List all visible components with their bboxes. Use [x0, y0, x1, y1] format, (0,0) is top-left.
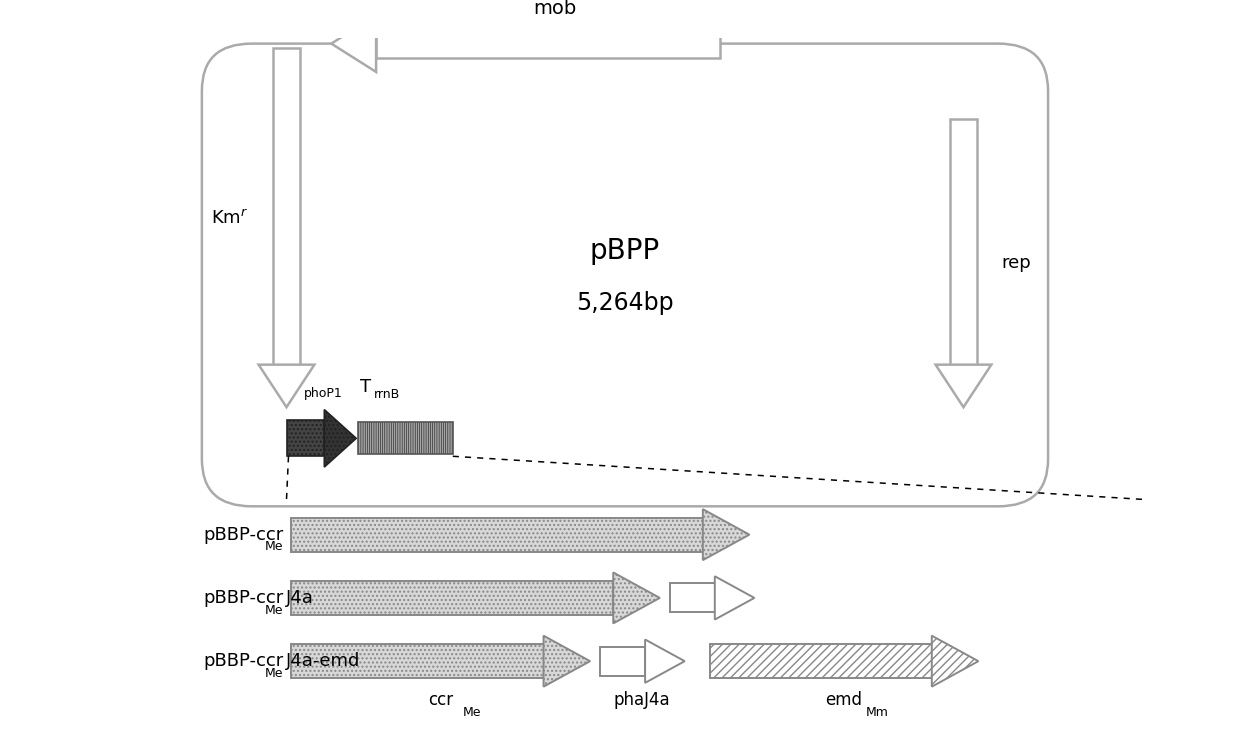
Text: Me: Me — [265, 540, 284, 553]
Text: J4a-emd: J4a-emd — [285, 652, 360, 670]
Polygon shape — [331, 15, 376, 72]
Text: rrnB: rrnB — [374, 388, 401, 401]
Text: pBBP-ccr: pBBP-ccr — [203, 526, 284, 544]
Bar — [376, 29, 719, 58]
Bar — [709, 644, 931, 678]
Bar — [291, 518, 703, 552]
Text: 5,264bp: 5,264bp — [577, 291, 673, 315]
Text: Km$^r$: Km$^r$ — [211, 209, 249, 227]
Text: T: T — [360, 378, 371, 395]
Bar — [670, 583, 714, 613]
Text: Me: Me — [463, 705, 481, 719]
Polygon shape — [714, 576, 754, 620]
Text: pBBP-ccr: pBBP-ccr — [203, 589, 284, 607]
Bar — [291, 644, 543, 678]
Text: mob: mob — [533, 0, 577, 18]
Bar — [950, 119, 977, 365]
Text: P: P — [289, 376, 299, 394]
Text: Me: Me — [265, 604, 284, 617]
Polygon shape — [935, 365, 991, 407]
Polygon shape — [259, 365, 315, 407]
Text: J4a: J4a — [285, 589, 314, 607]
Text: Mm: Mm — [866, 705, 889, 719]
Polygon shape — [325, 409, 356, 467]
Text: pBBP-ccr: pBBP-ccr — [203, 652, 284, 670]
Text: phoP1: phoP1 — [304, 387, 342, 400]
Polygon shape — [645, 640, 684, 683]
Polygon shape — [614, 572, 660, 624]
Bar — [273, 48, 300, 365]
Bar — [286, 420, 325, 456]
Bar — [358, 423, 453, 455]
Text: rep: rep — [1001, 254, 1030, 272]
Polygon shape — [543, 636, 590, 686]
Text: Me: Me — [265, 667, 284, 680]
Polygon shape — [703, 510, 749, 560]
Text: phaJ4a: phaJ4a — [614, 691, 670, 709]
Text: emd: emd — [826, 691, 863, 709]
Text: ccr: ccr — [428, 691, 454, 709]
Polygon shape — [931, 636, 978, 686]
FancyBboxPatch shape — [202, 44, 1048, 507]
Bar — [600, 647, 645, 675]
Bar — [291, 581, 614, 615]
Text: pBPP: pBPP — [590, 238, 660, 265]
